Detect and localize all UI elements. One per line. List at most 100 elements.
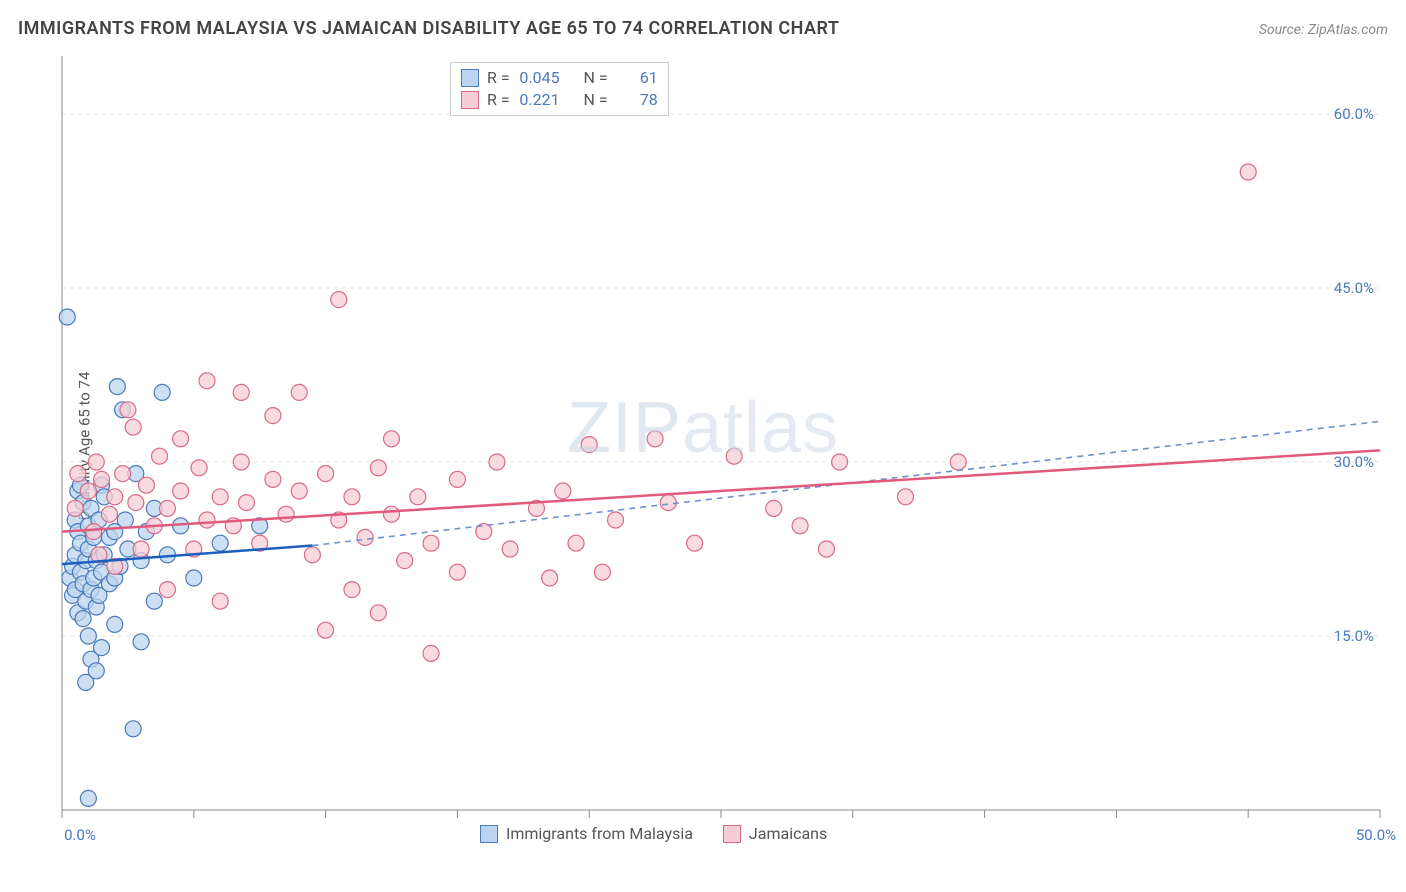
data-point	[384, 431, 400, 447]
data-point	[647, 431, 663, 447]
data-point	[239, 495, 255, 511]
data-point	[191, 460, 207, 476]
data-point	[212, 535, 228, 551]
legend-item: Jamaicans	[723, 824, 827, 843]
data-point	[75, 611, 91, 627]
trend-line	[62, 450, 1380, 531]
legend-series: Immigrants from Malaysia Jamaicans	[480, 824, 827, 843]
x-tick-label: 50.0%	[1356, 826, 1396, 844]
data-point	[233, 454, 249, 470]
data-point	[278, 506, 294, 522]
data-point	[101, 506, 117, 522]
legend-item: Immigrants from Malaysia	[480, 824, 693, 843]
data-point	[502, 541, 518, 557]
data-point	[449, 564, 465, 580]
legend-stat-row: R =0.045 N =61	[461, 67, 658, 89]
y-tick-label: 60.0%	[1334, 105, 1374, 123]
data-point	[423, 645, 439, 661]
data-point	[357, 529, 373, 545]
data-point	[660, 495, 676, 511]
data-point	[950, 454, 966, 470]
data-point	[792, 518, 808, 534]
data-point	[608, 512, 624, 528]
data-point	[199, 373, 215, 389]
legend-swatch	[461, 91, 479, 109]
data-point	[318, 622, 334, 638]
data-point	[594, 564, 610, 580]
data-point	[133, 634, 149, 650]
data-point	[173, 431, 189, 447]
data-point	[125, 419, 141, 435]
legend-swatch	[480, 825, 498, 843]
data-point	[726, 448, 742, 464]
data-point	[67, 500, 83, 516]
data-point	[233, 384, 249, 400]
x-tick-label: 0.0%	[64, 826, 96, 844]
data-point	[555, 483, 571, 499]
data-point	[291, 384, 307, 400]
data-point	[304, 547, 320, 563]
data-point	[212, 593, 228, 609]
y-tick-label: 15.0%	[1334, 627, 1374, 645]
data-point	[766, 500, 782, 516]
data-point	[581, 437, 597, 453]
data-point	[370, 605, 386, 621]
data-point	[384, 506, 400, 522]
data-point	[318, 466, 334, 482]
data-point	[159, 582, 175, 598]
data-point	[397, 553, 413, 569]
data-point	[146, 593, 162, 609]
data-point	[109, 379, 125, 395]
data-point	[152, 448, 168, 464]
data-point	[265, 471, 281, 487]
data-point	[898, 489, 914, 505]
data-point	[212, 489, 228, 505]
data-point	[107, 616, 123, 632]
data-point	[117, 512, 133, 528]
data-point	[70, 466, 86, 482]
legend-swatch	[461, 69, 479, 87]
data-point	[423, 535, 439, 551]
data-point	[80, 790, 96, 806]
data-point	[344, 582, 360, 598]
data-point	[344, 489, 360, 505]
data-point	[173, 483, 189, 499]
legend-stats-box: R =0.045 N =61 R =0.221 N =78	[450, 62, 669, 116]
data-point	[128, 495, 144, 511]
data-point	[125, 721, 141, 737]
data-point	[265, 408, 281, 424]
data-point	[88, 454, 104, 470]
data-point	[159, 500, 175, 516]
legend-stat-row: R =0.221 N =78	[461, 89, 658, 111]
data-point	[818, 541, 834, 557]
data-point	[86, 524, 102, 540]
data-point	[291, 483, 307, 499]
data-point	[154, 384, 170, 400]
data-point	[568, 535, 584, 551]
data-point	[410, 489, 426, 505]
data-point	[107, 489, 123, 505]
data-point	[80, 483, 96, 499]
data-point	[489, 454, 505, 470]
data-point	[542, 570, 558, 586]
data-point	[59, 309, 75, 325]
data-point	[199, 512, 215, 528]
scatter-plot: 15.0% 30.0% 45.0% 60.0% 0.0% 50.0%	[0, 0, 1406, 892]
data-point	[186, 570, 202, 586]
data-point	[88, 663, 104, 679]
data-point	[94, 640, 110, 656]
y-tick-label: 30.0%	[1334, 453, 1374, 471]
data-point	[370, 460, 386, 476]
data-point	[115, 466, 131, 482]
legend-swatch	[723, 825, 741, 843]
data-point	[133, 541, 149, 557]
data-point	[80, 628, 96, 644]
y-tick-label: 45.0%	[1334, 279, 1374, 297]
data-point	[832, 454, 848, 470]
data-point	[120, 402, 136, 418]
data-point	[138, 477, 154, 493]
data-point	[1240, 164, 1256, 180]
data-point	[94, 471, 110, 487]
data-point	[687, 535, 703, 551]
data-point	[331, 292, 347, 308]
